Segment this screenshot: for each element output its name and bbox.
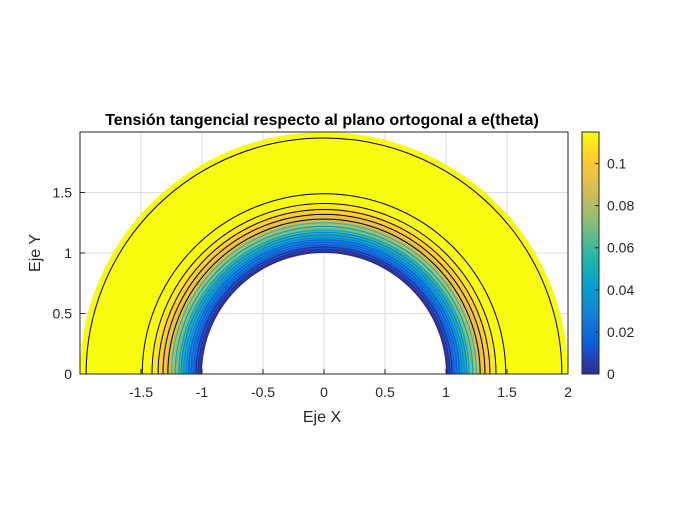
contour-line — [183, 234, 465, 374]
colorbar-tick-label: 0.04 — [607, 282, 634, 298]
contour-line — [180, 231, 468, 374]
contour-line — [85, 137, 563, 374]
y-tick-label: 0 — [64, 366, 72, 382]
contour-line — [192, 243, 456, 374]
colorbar-fill — [581, 131, 600, 375]
contour-line — [187, 239, 461, 374]
contour-line — [151, 202, 497, 374]
x-tick-label: 0.5 — [375, 384, 395, 400]
y-tick-label: 0.5 — [53, 306, 73, 322]
x-axis-label: Eje X — [303, 409, 342, 426]
x-tick-label: 1 — [442, 384, 450, 400]
plot-area: -1.5 -1 -0.5 0 0.5 1 1.5 2 0 0.5 1 1.5 — [53, 131, 572, 400]
chart-title: Tensión tangencial respecto al plano ort… — [105, 112, 539, 129]
contour-line — [157, 209, 491, 374]
colorbar-tick-label: 0.02 — [607, 324, 634, 340]
contour-line — [190, 241, 458, 374]
colorbar: 0 0.02 0.04 0.06 0.08 0.1 — [581, 131, 634, 382]
contour-line — [178, 229, 470, 374]
half-annulus-field — [80, 132, 568, 374]
colorbar-tick-label: 0.1 — [607, 156, 627, 172]
colorbar-ticks: 0 0.02 0.04 0.06 0.08 0.1 — [595, 156, 634, 382]
y-tick-label: 1.5 — [53, 185, 73, 201]
contour-lines — [85, 137, 563, 374]
x-axis-ticks: -1.5 -1 -0.5 0 0.5 1 1.5 2 — [129, 369, 572, 400]
contour-line — [141, 193, 507, 374]
contour-line — [197, 248, 451, 374]
x-tick-label: 0 — [320, 384, 328, 400]
y-tick-label: 1 — [64, 245, 72, 261]
contour-line — [195, 246, 453, 374]
x-tick-label: 2 — [564, 384, 572, 400]
y-axis-label: Eje Y — [27, 234, 44, 272]
x-tick-label: -1 — [196, 384, 209, 400]
contour-line — [167, 218, 481, 374]
colorbar-tick-label: 0 — [607, 366, 615, 382]
x-tick-label: -0.5 — [251, 384, 275, 400]
colorbar-tick-label: 0.06 — [607, 240, 634, 256]
contour-line — [185, 236, 463, 374]
contour-line — [174, 225, 474, 374]
colorbar-tick-label: 0.08 — [607, 198, 634, 214]
contour-line — [162, 213, 486, 374]
contour-line — [200, 251, 448, 374]
x-tick-label: 1.5 — [497, 384, 517, 400]
y-axis-ticks: 0 0.5 1 1.5 — [53, 185, 85, 382]
x-tick-label: -1.5 — [129, 384, 153, 400]
contour-line — [170, 222, 478, 374]
